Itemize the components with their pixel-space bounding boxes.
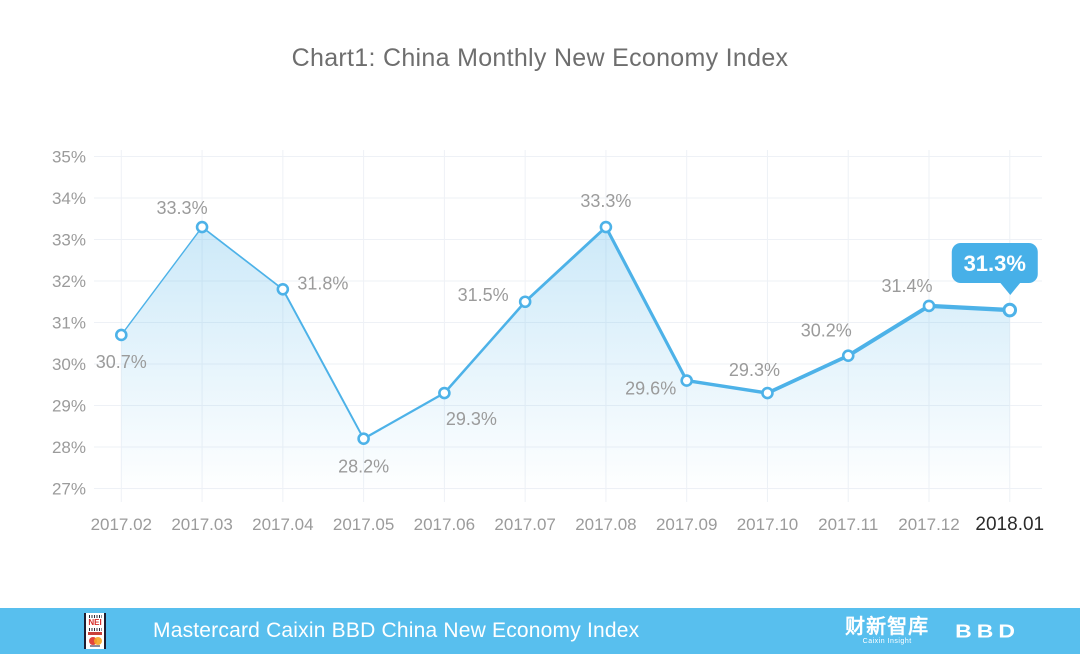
x-tick-label: 2017.02: [91, 515, 152, 534]
data-point-label: 33.3%: [157, 198, 208, 218]
nei-red-strip: [88, 632, 102, 635]
series-line-segment: [765, 353, 851, 395]
nei-logo-text: NEI: [88, 618, 102, 628]
series-line-segment: [120, 226, 203, 336]
data-point-label: 30.7%: [96, 352, 147, 372]
x-tick-label: 2017.12: [898, 515, 959, 534]
data-point-marker[interactable]: [276, 282, 290, 296]
data-point-label: 29.3%: [446, 409, 497, 429]
series-line-segment: [201, 226, 284, 291]
mastercard-orange-circle: [93, 636, 102, 645]
caixin-logo-text: 财新智库: [845, 615, 930, 638]
caixin-logo-subtext: Caixin Insight: [862, 637, 912, 645]
data-point-marker[interactable]: [922, 299, 936, 313]
barcode-icon: [88, 628, 102, 632]
data-point-label: 31.5%: [458, 285, 509, 305]
x-tick-label: 2017.10: [737, 515, 798, 534]
x-tick-label: 2017.03: [171, 515, 232, 534]
y-tick-label: 29%: [52, 397, 86, 416]
data-point-marker[interactable]: [357, 432, 370, 446]
chart-title: Chart1: China Monthly New Economy Index: [291, 44, 789, 72]
data-point-marker[interactable]: [761, 386, 774, 400]
y-tick-label: 30%: [52, 355, 86, 374]
nei-mastercard-logo: NEI: [84, 613, 106, 649]
series-line-segment: [523, 225, 608, 304]
tooltip-pointer: [998, 281, 1022, 295]
footer-logos: 财新智库 Caixin Insight BBD: [845, 617, 1020, 646]
x-tick-label: 2017.05: [333, 515, 394, 534]
x-tick-label: 2017.04: [252, 515, 313, 534]
data-point-marker[interactable]: [518, 295, 532, 309]
y-tick-label: 33%: [52, 231, 86, 250]
mastercard-icon: [88, 636, 102, 645]
data-point-label: 28.2%: [338, 457, 389, 477]
bbd-logo: BBD: [955, 619, 1020, 642]
line-chart: 35% 34% 33% 32% 31% 30% 29% 28% 27% 2017.02 2017.0…: [52, 148, 1044, 536]
caixin-insight-logo: 财新智库 Caixin Insight: [845, 617, 929, 646]
data-point-marker[interactable]: [195, 220, 209, 234]
data-point-marker[interactable]: [841, 349, 855, 363]
chart-canvas: 35% 34% 33% 32% 31% 30% 29% 28% 27% 2017.02 2017.0…: [52, 148, 1044, 536]
tooltip-bubble: [951, 243, 1038, 283]
data-point-label: 31.4%: [881, 276, 932, 296]
footer-index-name: Mastercard Caixin BBD China New Economy …: [153, 619, 640, 642]
y-tick-label: 32%: [52, 272, 86, 291]
x-tick-label-current: 2018.01: [975, 514, 1044, 535]
series-line-segment: [604, 225, 689, 383]
series-line-segment: [281, 288, 365, 440]
data-point-label: 29.3%: [729, 360, 780, 380]
data-point-label: 30.2%: [801, 321, 852, 341]
footer-bar: NEI Mastercard Caixin BBD China New Econ…: [0, 608, 1080, 654]
tooltip-value: 31.3%: [964, 251, 1026, 276]
data-point-label: 33.3%: [580, 191, 631, 211]
data-point-label: 29.6%: [625, 379, 676, 399]
data-point-marker[interactable]: [115, 328, 128, 342]
y-tick-label: 34%: [52, 189, 86, 208]
y-tick-label: 35%: [52, 148, 86, 167]
data-point-label: 31.8%: [297, 273, 348, 293]
data-point-marker[interactable]: [438, 386, 451, 400]
x-tick-label: 2017.11: [818, 515, 878, 534]
data-point-marker[interactable]: [1002, 302, 1018, 318]
series-line-segment: [443, 300, 527, 395]
y-tick-label: 31%: [52, 314, 86, 333]
x-tick-label: 2017.07: [494, 515, 555, 534]
x-tick-label: 2017.08: [575, 515, 636, 534]
mastercard-red-circle: [88, 636, 97, 645]
x-tick-label: 2017.09: [656, 515, 717, 534]
series-line-segment: [846, 303, 932, 358]
y-tick-label: 27%: [52, 480, 86, 499]
barcode-icon: [88, 615, 102, 619]
series-line-segment: [684, 378, 770, 395]
series-line-segment: [362, 391, 446, 440]
data-point-marker[interactable]: [599, 220, 613, 234]
y-tick-label: 28%: [52, 438, 86, 457]
series-line-segment: [926, 303, 1012, 313]
nei-fine-print: [90, 645, 100, 647]
data-point-marker[interactable]: [680, 374, 693, 387]
area-fill: [121, 227, 1010, 490]
x-tick-label: 2017.06: [414, 515, 475, 534]
